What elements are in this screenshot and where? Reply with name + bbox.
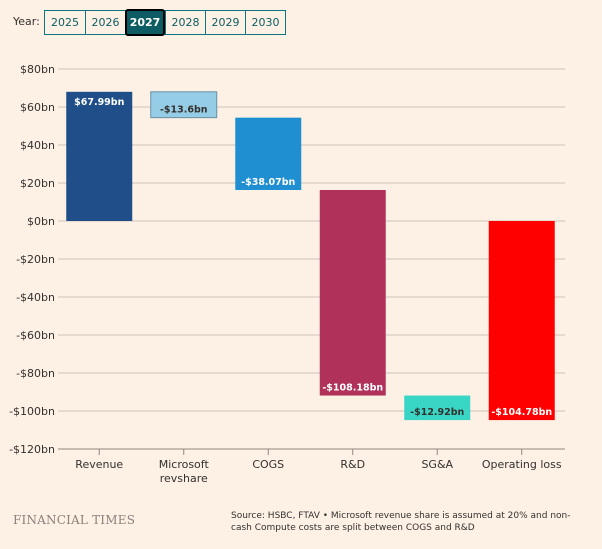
data-label: $67.99bn [74, 97, 124, 108]
y-tick-label: -$60bn [16, 329, 55, 342]
data-label: -$38.07bn [241, 177, 295, 188]
year-button-2026[interactable]: 2026 [85, 11, 125, 34]
bar-r-d [319, 189, 386, 396]
x-tick-label: Operating loss [482, 458, 562, 471]
year-selector: 2025 2026 2027 2028 2029 2030 [44, 9, 286, 36]
bar-sg-a [404, 395, 471, 421]
bar-microsoft-revshare [150, 91, 218, 119]
year-button-2025[interactable]: 2025 [51, 16, 79, 29]
y-tick-label: $80bn [20, 63, 55, 76]
data-label: -$108.18bn [322, 383, 383, 394]
year-button-2027[interactable]: 2027 [125, 9, 165, 36]
x-tick-label: COGS [252, 458, 284, 471]
y-tick-label: -$120bn [9, 443, 55, 456]
y-tick-label: -$80bn [16, 367, 55, 380]
y-tick-label: $20bn [20, 177, 55, 190]
x-tick-label: revshare [160, 472, 208, 485]
data-label: -$13.6bn [160, 105, 208, 116]
y-tick-label: -$40bn [16, 291, 55, 304]
y-tick-label: -$100bn [9, 405, 55, 418]
year-button-2028[interactable]: 2028 [165, 11, 205, 34]
x-tick-label: SG&A [421, 458, 453, 471]
waterfall-chart: $80bn $60bn $40bn $20bn $0bn -$20bn -$40bn -$60… [9, 63, 565, 485]
x-tick-label: R&D [340, 458, 365, 471]
y-tick-label: $60bn [20, 101, 55, 114]
y-tick-label: -$20bn [16, 253, 55, 266]
source-note: Source: HSBC, FTAV • Microsoft revenue s… [231, 511, 571, 533]
ft-logo: FINANCIAL TIMES [13, 513, 136, 527]
data-label: -$12.92bn [410, 407, 464, 418]
y-tick-label: $0bn [27, 215, 55, 228]
x-tick-label: Microsoft [159, 458, 210, 471]
year-button-2030[interactable]: 2030 [245, 11, 285, 34]
bar-cogs [235, 117, 302, 190]
year-label: Year: [13, 15, 40, 28]
bar-operating-loss [488, 221, 555, 421]
x-tick-label: Revenue [75, 458, 123, 471]
data-label: -$104.78bn [491, 407, 552, 418]
year-button-2029[interactable]: 2029 [205, 11, 245, 34]
y-tick-label: $40bn [20, 139, 55, 152]
bar-revenue [66, 91, 133, 221]
